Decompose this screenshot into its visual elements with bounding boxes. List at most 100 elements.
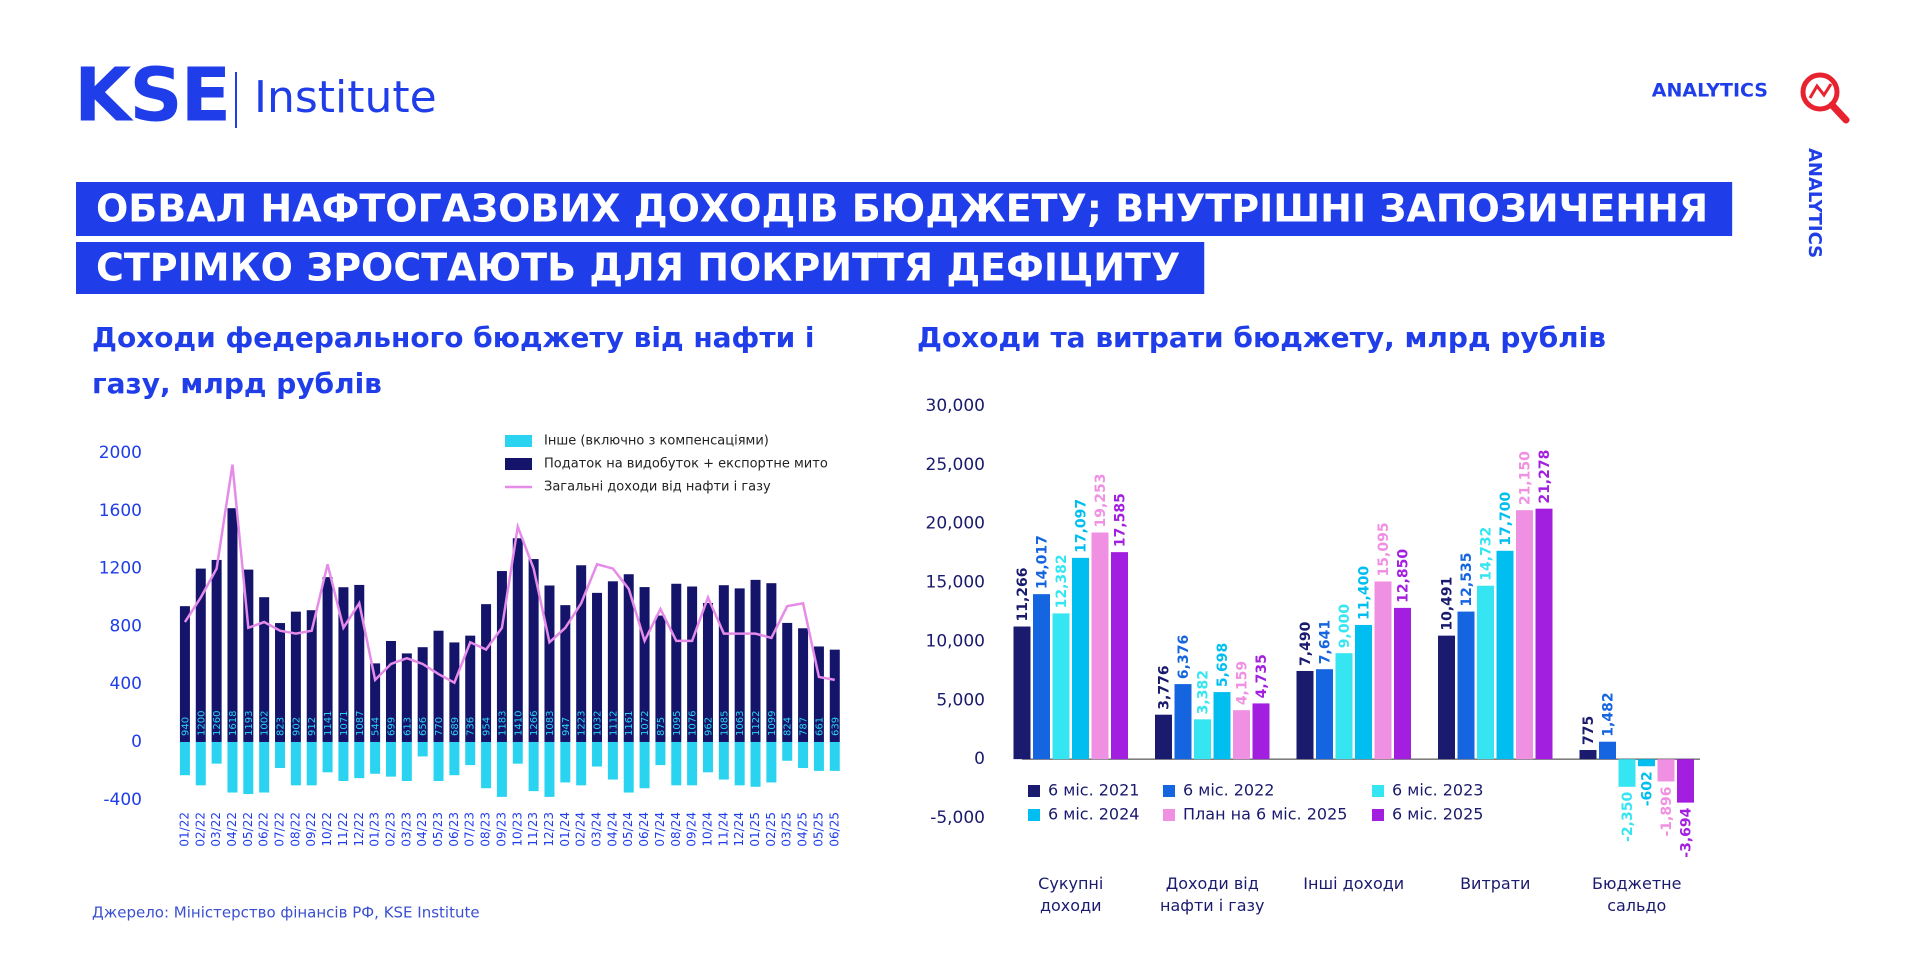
bar <box>750 579 761 742</box>
bar <box>195 568 206 742</box>
bar <box>1579 750 1597 760</box>
source: Джерело: Міністерство фінансів РФ, KSE I… <box>92 904 480 922</box>
y-tick-label: 0 <box>974 749 985 769</box>
category-label: Доходи від нафти і газу <box>1160 874 1265 915</box>
legend-label: 6 міс. 2024 <box>1048 805 1139 824</box>
data-label: 4,159 <box>1235 661 1251 705</box>
data-label: -2,350 <box>1620 792 1636 842</box>
x-tick-label: 01/23 <box>368 812 382 847</box>
bar <box>1013 626 1031 760</box>
bar <box>1335 653 1353 760</box>
bar <box>750 741 761 787</box>
legend-label: 6 міс. 2023 <box>1392 781 1483 800</box>
bar <box>449 642 460 742</box>
y-tick-label: 400 <box>110 674 142 694</box>
bar <box>813 646 824 742</box>
x-tick-label: 03/22 <box>209 812 223 847</box>
data-label: 954 <box>482 717 493 736</box>
data-label: 5,698 <box>1215 643 1231 687</box>
legend-swatch <box>1028 809 1040 821</box>
bar <box>211 741 222 764</box>
bar <box>1657 759 1675 782</box>
bar <box>1033 594 1050 760</box>
analytics-label: ANALYTICS <box>1652 80 1768 102</box>
y-tick-label: 1600 <box>99 501 142 521</box>
legend-swatch <box>1163 809 1175 821</box>
data-label: 824 <box>783 717 794 736</box>
x-tick-label: 10/23 <box>510 812 524 847</box>
bar <box>1496 550 1514 760</box>
x-tick-label: 06/25 <box>827 812 841 847</box>
bar <box>607 741 618 780</box>
bar <box>512 538 523 742</box>
bar <box>798 741 809 768</box>
bar <box>211 559 222 742</box>
bar <box>179 606 190 742</box>
bar <box>655 615 666 742</box>
data-label: 12,535 <box>1459 553 1475 607</box>
x-tick-label: 08/22 <box>288 812 302 847</box>
bar <box>1111 552 1128 760</box>
data-label: 1032 <box>593 711 604 736</box>
data-label: 1183 <box>497 711 508 736</box>
y-tick-label: 800 <box>110 616 142 636</box>
bar <box>1638 759 1655 767</box>
x-tick-label: 07/22 <box>273 812 287 847</box>
bar <box>528 559 539 742</box>
legend-label: Загальні доходи від нафти і газу <box>544 480 771 495</box>
title-box <box>76 242 1205 294</box>
bar <box>829 649 840 742</box>
data-label: 14,017 <box>1035 535 1051 589</box>
x-tick-label: 09/24 <box>685 812 699 847</box>
x-tick-label: 06/23 <box>447 812 461 847</box>
bar <box>290 741 301 786</box>
bar <box>322 577 333 742</box>
data-label: 656 <box>418 717 429 736</box>
bar <box>671 583 682 742</box>
bar <box>481 604 492 742</box>
x-tick-label: 02/23 <box>383 812 397 847</box>
y-tick-label: -5,000 <box>930 808 985 828</box>
y-tick-label: 5,000 <box>936 690 985 710</box>
x-tick-label: 11/23 <box>526 812 540 847</box>
legend-swatch <box>505 458 532 470</box>
data-label: 1099 <box>767 711 778 736</box>
x-tick-label: 03/25 <box>780 812 794 847</box>
category-label: Сукупні доходи <box>1038 874 1104 915</box>
data-label: 1260 <box>212 711 223 736</box>
data-label: 1076 <box>688 711 699 736</box>
data-label: 787 <box>799 717 810 736</box>
bar <box>354 741 365 779</box>
data-label: 962 <box>703 717 714 736</box>
y-tick-label: 2000 <box>99 443 142 463</box>
bar <box>1394 607 1411 760</box>
x-tick-label: 09/23 <box>494 812 508 847</box>
data-label: 21,150 <box>1518 451 1534 505</box>
y-tick-label: -400 <box>103 790 142 810</box>
bar <box>1316 669 1333 760</box>
data-label: 875 <box>656 717 667 736</box>
x-tick-label: 12/22 <box>352 812 366 847</box>
legend-swatch <box>1028 785 1040 797</box>
bar <box>354 584 365 742</box>
bar <box>592 592 603 742</box>
bar <box>544 741 555 797</box>
x-tick-label: 08/24 <box>669 812 683 847</box>
bar <box>275 741 286 768</box>
bar <box>687 741 698 786</box>
data-label: 1002 <box>260 711 271 736</box>
data-label: 1072 <box>640 711 651 736</box>
bar <box>179 741 190 776</box>
legend-swatch <box>1372 809 1384 821</box>
bar <box>813 741 824 771</box>
bar <box>1233 710 1250 760</box>
data-label: 823 <box>276 717 287 736</box>
logo-sub: Institute <box>254 72 437 123</box>
x-tick-label: 04/25 <box>796 812 810 847</box>
x-tick-label: 02/25 <box>764 812 778 847</box>
bar <box>1194 719 1211 760</box>
line <box>183 464 835 685</box>
x-tick-label: 04/23 <box>415 812 429 847</box>
logo: KSE <box>74 53 229 139</box>
data-label: 775 <box>1581 716 1597 745</box>
